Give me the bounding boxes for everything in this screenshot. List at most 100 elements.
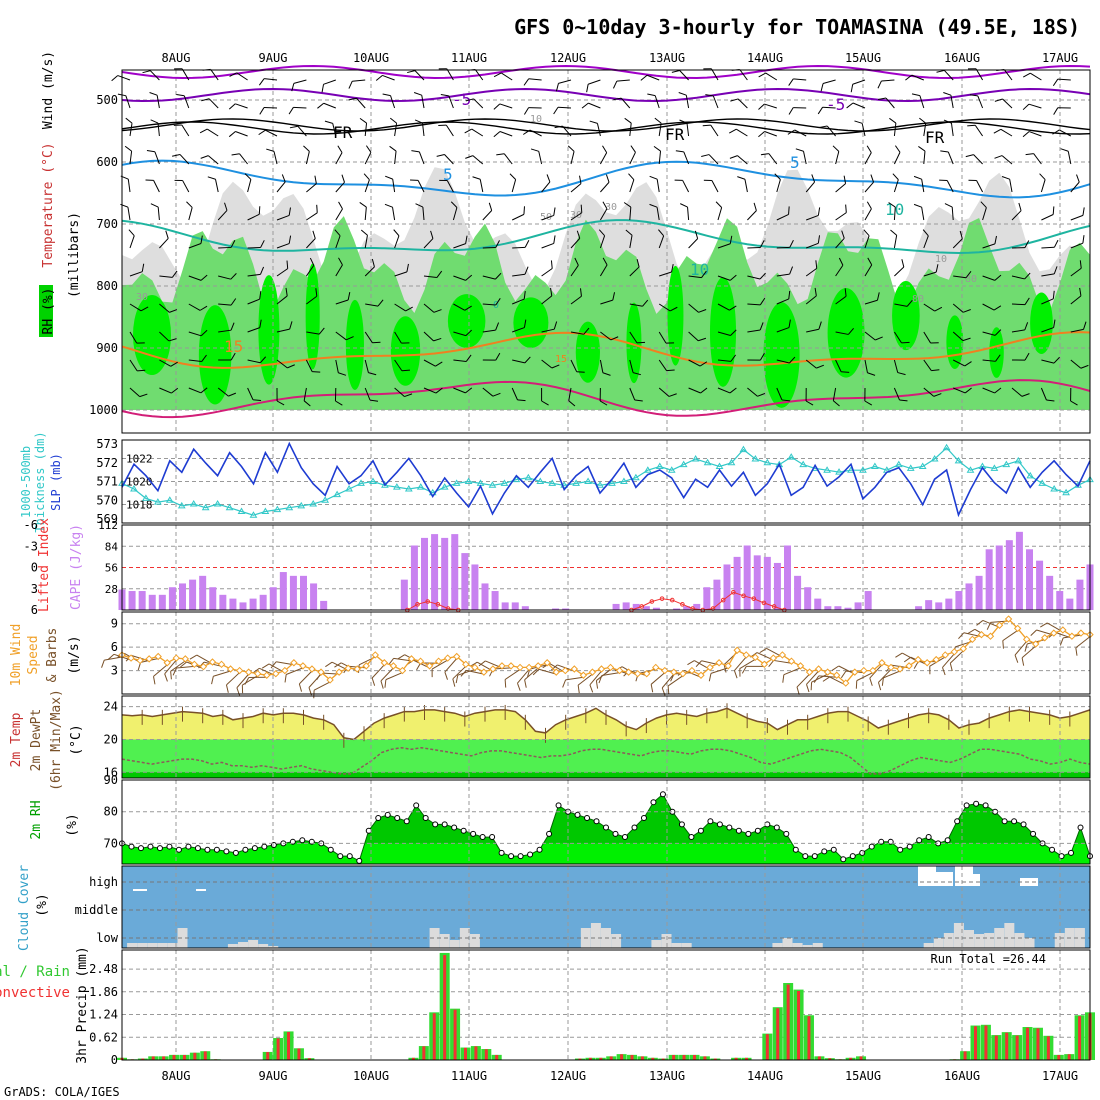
wind-speed-marker	[416, 657, 425, 665]
wind-barb	[523, 107, 542, 115]
thickness-marker	[488, 481, 497, 488]
barb-staff	[1029, 131, 1042, 137]
barb-flag	[555, 83, 559, 92]
barb-staff	[129, 151, 133, 165]
barb-flag	[820, 83, 824, 92]
barb-staff	[1009, 179, 1013, 193]
wind-barb	[982, 329, 1002, 336]
barb-staff	[117, 75, 131, 81]
barb-staff	[587, 79, 601, 85]
barb-staff	[629, 303, 643, 307]
wind-barb	[629, 359, 641, 376]
wind-barb	[940, 150, 954, 165]
barb-staff	[247, 359, 261, 364]
barb-flag	[1076, 174, 1080, 183]
cape-bar	[794, 575, 802, 610]
y-tick-label: 700	[96, 217, 118, 231]
barb-flag	[667, 685, 670, 695]
rh2m-marker	[982, 802, 989, 809]
wind-barb	[939, 179, 954, 193]
barb-staff	[445, 124, 454, 137]
axis-label: RH (%)	[41, 288, 56, 335]
barb-flag	[881, 677, 884, 686]
wind-barb	[186, 201, 193, 221]
barb-staff	[982, 275, 996, 281]
wind-barb	[747, 202, 757, 221]
contour-label: 30	[605, 202, 617, 213]
barb-flag	[903, 656, 912, 663]
wind-barb	[129, 303, 149, 312]
barb-staff	[737, 155, 748, 165]
barb-staff	[125, 95, 131, 109]
barb-flag	[889, 117, 897, 124]
barb-flag	[870, 174, 875, 183]
barb-flag	[993, 305, 1002, 311]
wind-barb	[423, 331, 442, 342]
barb-flag	[324, 120, 333, 124]
wind-barb-10m	[153, 664, 168, 685]
rh2m-marker	[916, 837, 923, 844]
cape-bar	[491, 591, 499, 610]
barb-flag	[460, 670, 467, 677]
rh2m-marker	[1068, 849, 1075, 856]
barb-flag	[759, 352, 765, 361]
barb-flag	[137, 662, 142, 671]
barb-staff	[265, 129, 278, 137]
wind-barb	[658, 359, 675, 372]
thickness-marker	[428, 488, 437, 496]
barb-staff	[421, 95, 425, 109]
wind-barb	[150, 203, 160, 221]
barb-flag	[817, 207, 821, 216]
barb-staff	[885, 97, 895, 109]
cloud-low-bar	[167, 943, 178, 948]
contour-label: -5	[452, 90, 471, 109]
barb-flag	[994, 274, 1002, 281]
cape-bar	[461, 553, 469, 610]
axis-label: Lifted Index	[37, 518, 52, 612]
barb-staff	[570, 151, 575, 165]
barb-staff	[453, 303, 466, 311]
barb-staff	[1041, 359, 1055, 364]
cape-bar	[219, 594, 227, 610]
barb-staff	[210, 69, 219, 81]
barb-flag	[962, 337, 971, 342]
barb-staff	[629, 266, 640, 277]
barb-staff	[247, 327, 260, 333]
wind-barb-10m	[741, 665, 765, 674]
barb-flag	[1024, 643, 1028, 652]
wind-barb	[658, 331, 675, 344]
precip-panel	[121, 949, 1091, 1061]
wind-barb	[129, 263, 145, 277]
wind-speed-marker	[244, 668, 253, 676]
x-tick-label-bottom: 14AUG	[747, 1069, 783, 1083]
thickness-marker	[142, 494, 150, 501]
barb-staff	[656, 207, 660, 221]
barb-staff	[747, 387, 758, 397]
wind-barb	[394, 263, 409, 277]
cloud-low-bar	[439, 934, 450, 948]
wind-barb	[570, 327, 590, 335]
thickness-marker	[775, 460, 784, 468]
wind-barb-10m	[577, 673, 593, 694]
rh2m-marker	[650, 799, 657, 806]
barb-staff	[1070, 242, 1084, 249]
wind-speed-marker	[706, 663, 714, 672]
cape-bar	[955, 591, 963, 610]
barb-flag	[200, 155, 209, 159]
wind-speed-marker	[986, 632, 995, 640]
barb-flag	[495, 298, 501, 306]
barb-staff	[188, 387, 202, 394]
x-tick-label-top: 9AUG	[259, 51, 288, 65]
precip-conv-bar	[182, 1054, 186, 1060]
barb-flag	[384, 679, 387, 688]
wind-barb	[159, 270, 178, 278]
temperature-contour	[121, 121, 1091, 135]
rh-shade-90	[892, 281, 920, 351]
cape-bar	[733, 556, 741, 610]
wind-speed-marker	[235, 666, 244, 675]
wind-barb	[1041, 206, 1055, 221]
barb-flag	[1001, 176, 1010, 180]
barb-flag	[325, 661, 333, 668]
contour-label: 80	[912, 294, 924, 305]
wind-barb	[776, 356, 796, 364]
